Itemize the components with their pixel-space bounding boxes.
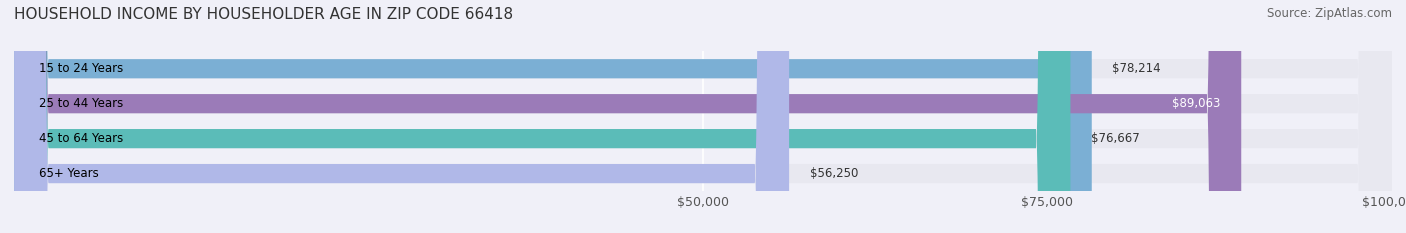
FancyBboxPatch shape bbox=[14, 0, 1091, 233]
FancyBboxPatch shape bbox=[14, 0, 1392, 233]
Text: HOUSEHOLD INCOME BY HOUSEHOLDER AGE IN ZIP CODE 66418: HOUSEHOLD INCOME BY HOUSEHOLDER AGE IN Z… bbox=[14, 7, 513, 22]
Text: $76,667: $76,667 bbox=[1091, 132, 1140, 145]
Text: $89,063: $89,063 bbox=[1173, 97, 1220, 110]
Text: 15 to 24 Years: 15 to 24 Years bbox=[39, 62, 124, 75]
FancyBboxPatch shape bbox=[14, 0, 1392, 233]
Text: 45 to 64 Years: 45 to 64 Years bbox=[39, 132, 124, 145]
Text: $78,214: $78,214 bbox=[1112, 62, 1161, 75]
Text: 25 to 44 Years: 25 to 44 Years bbox=[39, 97, 124, 110]
Text: 65+ Years: 65+ Years bbox=[39, 167, 98, 180]
FancyBboxPatch shape bbox=[14, 0, 1070, 233]
Text: Source: ZipAtlas.com: Source: ZipAtlas.com bbox=[1267, 7, 1392, 20]
FancyBboxPatch shape bbox=[14, 0, 789, 233]
FancyBboxPatch shape bbox=[14, 0, 1241, 233]
FancyBboxPatch shape bbox=[14, 0, 1392, 233]
FancyBboxPatch shape bbox=[14, 0, 1392, 233]
Text: $56,250: $56,250 bbox=[810, 167, 858, 180]
